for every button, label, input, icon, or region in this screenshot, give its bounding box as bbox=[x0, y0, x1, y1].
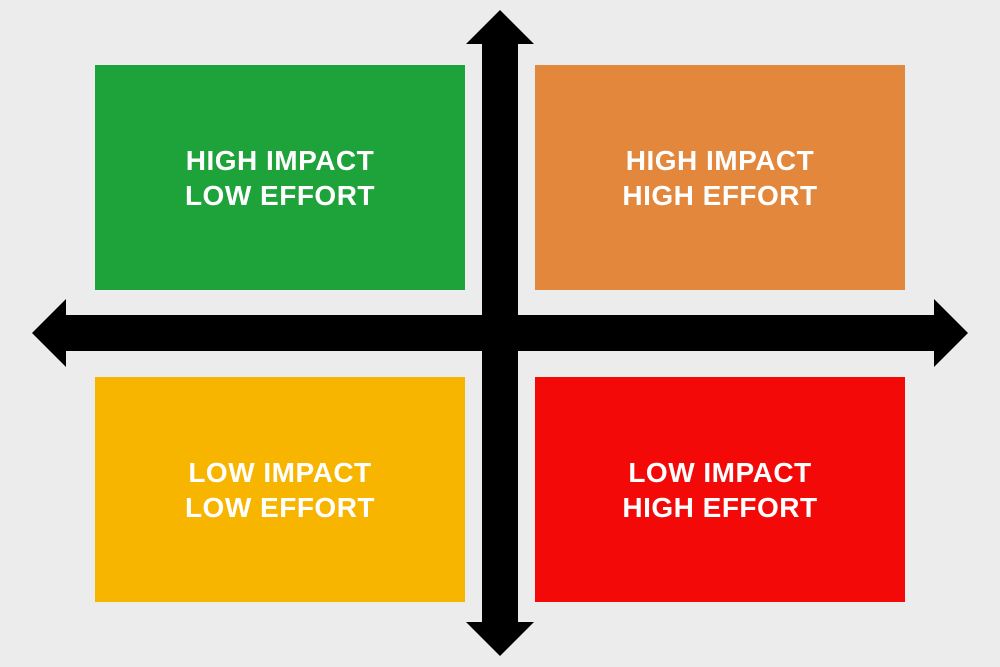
quadrant-label: HIGH IMPACT LOW EFFORT bbox=[185, 143, 375, 213]
arrow-left-icon bbox=[32, 299, 66, 367]
quadrant-label: LOW IMPACT LOW EFFORT bbox=[185, 455, 375, 525]
quadrant-line1: LOW IMPACT bbox=[622, 455, 817, 490]
arrow-up-icon bbox=[466, 10, 534, 44]
quadrant-line2: LOW EFFORT bbox=[185, 490, 375, 525]
quadrant-label: LOW IMPACT HIGH EFFORT bbox=[622, 455, 817, 525]
arrow-right-icon bbox=[934, 299, 968, 367]
quadrant-line1: HIGH IMPACT bbox=[185, 143, 375, 178]
quadrant-line2: HIGH EFFORT bbox=[622, 490, 817, 525]
impact-effort-matrix: HIGH IMPACT LOW EFFORT HIGH IMPACT HIGH … bbox=[0, 0, 1000, 667]
quadrant-label: HIGH IMPACT HIGH EFFORT bbox=[622, 143, 817, 213]
arrow-down-icon bbox=[466, 622, 534, 656]
quadrant-line1: LOW IMPACT bbox=[185, 455, 375, 490]
axis-vertical bbox=[482, 44, 518, 622]
quadrant-line1: HIGH IMPACT bbox=[622, 143, 817, 178]
quadrant-bottom-right: LOW IMPACT HIGH EFFORT bbox=[535, 377, 905, 602]
quadrant-top-left: HIGH IMPACT LOW EFFORT bbox=[95, 65, 465, 290]
quadrant-top-right: HIGH IMPACT HIGH EFFORT bbox=[535, 65, 905, 290]
quadrant-line2: LOW EFFORT bbox=[185, 178, 375, 213]
quadrant-line2: HIGH EFFORT bbox=[622, 178, 817, 213]
quadrant-bottom-left: LOW IMPACT LOW EFFORT bbox=[95, 377, 465, 602]
